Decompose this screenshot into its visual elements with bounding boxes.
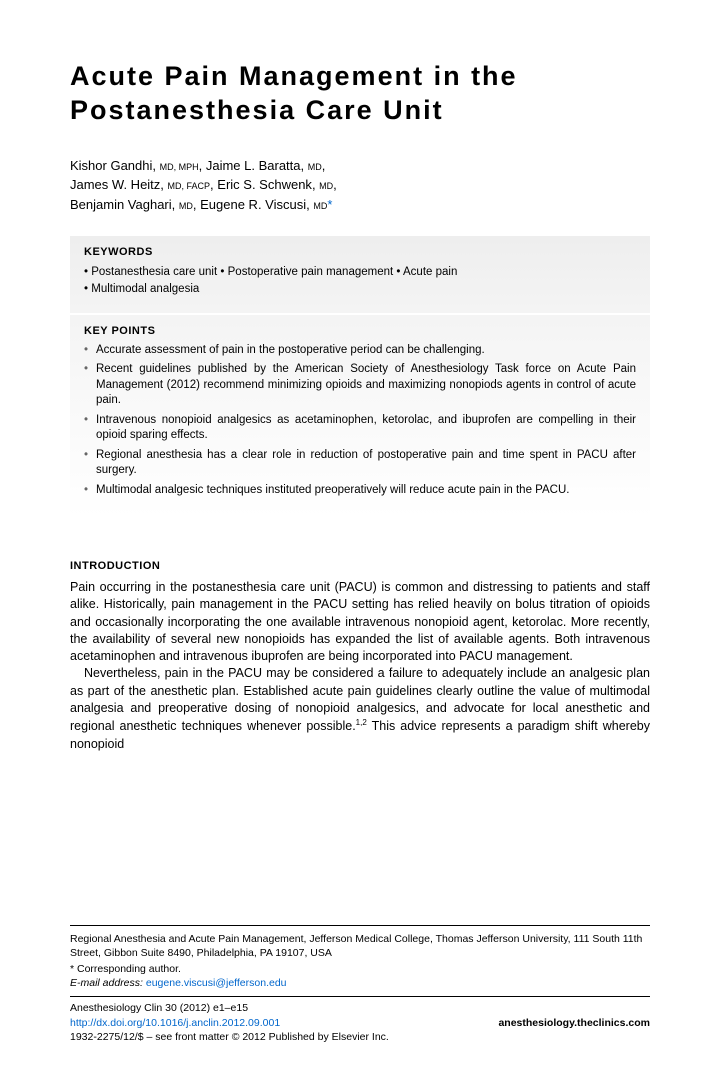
corresponding-star-icon: * bbox=[327, 197, 332, 212]
section-heading-introduction: INTRODUCTION bbox=[70, 560, 650, 572]
keypoint: Intravenous nonopioid analgesics as acet… bbox=[84, 413, 636, 444]
paragraph: Pain occurring in the postanesthesia car… bbox=[70, 579, 650, 665]
keypoint: Recent guidelines published by the Ameri… bbox=[84, 362, 636, 409]
keypoint: Regional anesthesia has a clear role in … bbox=[84, 448, 636, 479]
keyword: Postanesthesia care unit bbox=[84, 266, 217, 278]
author: Kishor Gandhi, MD, MPH bbox=[70, 158, 199, 173]
keypoints-box: KEY POINTS Accurate assessment of pain i… bbox=[70, 315, 650, 519]
article-title: Acute Pain Management in the Postanesthe… bbox=[70, 60, 650, 128]
authors-block: Kishor Gandhi, MD, MPH, Jaime L. Baratta… bbox=[70, 156, 650, 215]
keywords-list: Postanesthesia care unit Postoperative p… bbox=[84, 264, 636, 299]
corresponding-author-label: * Corresponding author. bbox=[70, 962, 650, 976]
author-corresponding: Eugene R. Viscusi, MD* bbox=[200, 197, 332, 212]
author: Eric S. Schwenk, MD bbox=[217, 177, 333, 192]
article-footer: Regional Anesthesia and Acute Pain Manag… bbox=[70, 925, 650, 1044]
author: Benjamin Vaghari, MD bbox=[70, 197, 193, 212]
affiliation: Regional Anesthesia and Acute Pain Manag… bbox=[70, 932, 650, 960]
doi-link[interactable]: http://dx.doi.org/10.1016/j.anclin.2012.… bbox=[70, 1016, 280, 1030]
keyword: Multimodal analgesia bbox=[84, 283, 199, 295]
journal-site: anesthesiology.theclinics.com bbox=[498, 1016, 650, 1030]
keypoint: Multimodal analgesic techniques institut… bbox=[84, 483, 636, 499]
keyword: Acute pain bbox=[396, 266, 457, 278]
email-link[interactable]: eugene.viscusi@jefferson.edu bbox=[146, 977, 287, 989]
introduction-body: Pain occurring in the postanesthesia car… bbox=[70, 579, 650, 753]
journal-citation: Anesthesiology Clin 30 (2012) e1–e15 bbox=[70, 1001, 650, 1015]
keyword: Postoperative pain management bbox=[220, 266, 393, 278]
keypoints-heading: KEY POINTS bbox=[84, 325, 636, 337]
author: Jaime L. Baratta, MD bbox=[206, 158, 322, 173]
copyright-line: 1932-2275/12/$ – see front matter © 2012… bbox=[70, 1030, 650, 1044]
paragraph: Nevertheless, pain in the PACU may be co… bbox=[70, 665, 650, 752]
keypoints-list: Accurate assessment of pain in the posto… bbox=[84, 343, 636, 499]
email-label: E-mail address: bbox=[70, 977, 143, 989]
keypoint: Accurate assessment of pain in the posto… bbox=[84, 343, 636, 359]
keywords-heading: KEYWORDS bbox=[84, 246, 636, 258]
keywords-box: KEYWORDS Postanesthesia care unit Postop… bbox=[70, 236, 650, 313]
author: James W. Heitz, MD, FACP bbox=[70, 177, 210, 192]
